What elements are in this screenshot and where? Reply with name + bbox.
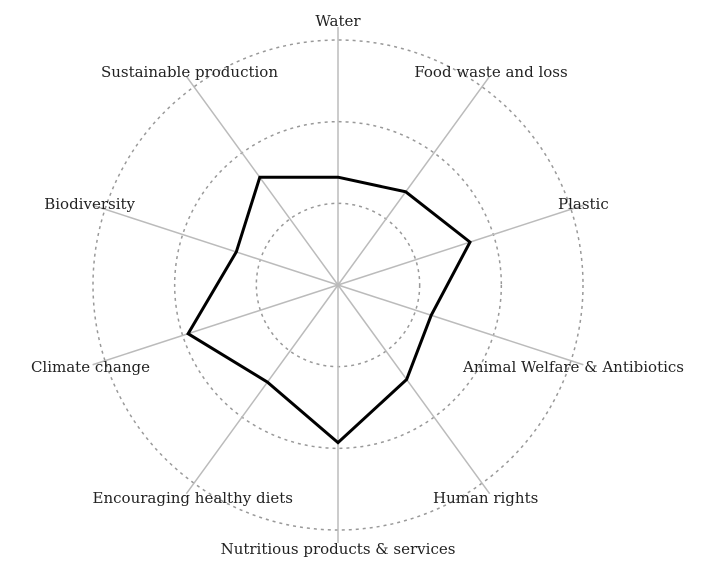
axis-label: Encouraging healthy diets [93, 489, 293, 507]
axis-line [185, 284, 339, 495]
axis-line [337, 284, 491, 495]
axis-label: Sustainable production [101, 63, 278, 81]
grid-ring [173, 120, 503, 450]
data-line [186, 175, 472, 445]
axis-label: Plastic [558, 195, 609, 213]
axis-line [337, 284, 584, 366]
axis-label: Water [315, 12, 361, 30]
axis-label: Climate change [31, 358, 150, 376]
axis-label: Human rights [433, 489, 538, 507]
axis-label: Nutritious products & services [221, 540, 456, 558]
grid-ring [92, 39, 584, 531]
axis-label: Animal Welfare & Antibiotics [462, 358, 684, 376]
axis-line [337, 75, 491, 286]
axis-line [185, 75, 339, 286]
axis-label: Food waste and loss [414, 63, 567, 81]
axis-line [92, 284, 339, 366]
axis-label: Biodiversity [44, 195, 135, 213]
axis-line [92, 204, 339, 286]
axis-line [337, 204, 584, 286]
